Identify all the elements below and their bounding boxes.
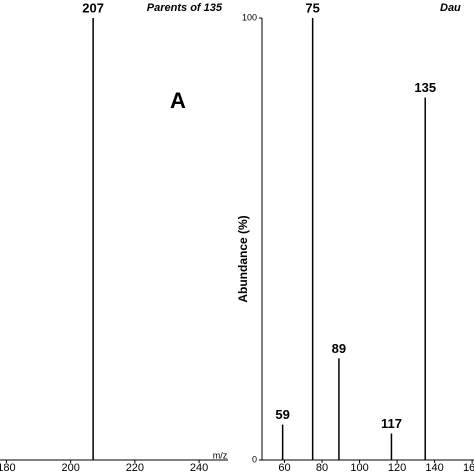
x-tick-label: 80 — [316, 462, 328, 474]
x-tick-label: 160 — [463, 462, 474, 474]
x-tick-label: 220 — [126, 462, 144, 474]
x-tick-label: 140 — [425, 462, 443, 474]
peak-label: 89 — [332, 341, 346, 356]
x-tick-label: 60 — [278, 462, 290, 474]
x-tick-label: 180 — [0, 462, 16, 474]
peak-label: 75 — [305, 0, 319, 15]
chart-title: Parents of 135 — [147, 2, 223, 14]
y-axis-label: Abundance (%) — [236, 215, 250, 302]
panel-letter: A — [170, 88, 186, 113]
peak-label: 59 — [275, 407, 289, 422]
peak-label: 135 — [414, 80, 436, 95]
x-tick-label: 200 — [61, 462, 79, 474]
y-tick-label: 0 — [252, 454, 257, 464]
x-tick-label: 100 — [350, 462, 368, 474]
x-axis-label: m/z — [213, 450, 228, 460]
peak-label: 117 — [381, 416, 402, 431]
x-tick-label: 240 — [190, 462, 208, 474]
x-tick-label: 120 — [388, 462, 406, 474]
y-tick-label: 100 — [242, 12, 257, 22]
peak-label: 207 — [82, 0, 104, 15]
chart-title: Dau — [440, 2, 461, 14]
